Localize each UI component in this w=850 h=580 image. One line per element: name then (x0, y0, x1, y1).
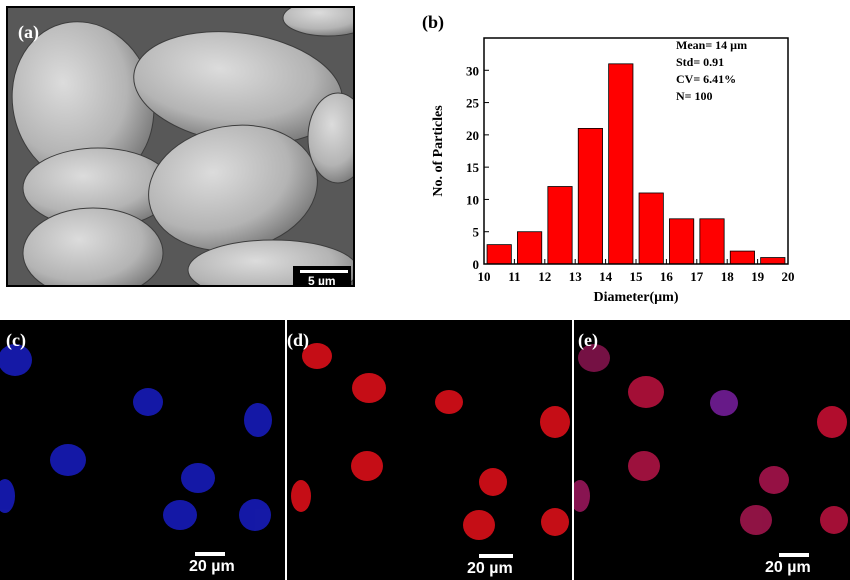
histogram-bar (638, 192, 664, 265)
scale-bar-label-e: 20 µm (765, 559, 811, 576)
annotation-std: Std= 0.91 (676, 55, 724, 69)
y-tick-label: 0 (473, 257, 480, 272)
x-tick-label: 19 (751, 269, 765, 284)
y-tick-label: 25 (466, 96, 480, 111)
panel-label-a: (a) (18, 22, 39, 42)
diameter-histogram: 10 11 12 13 14 15 16 17 18 19 20 0 5 10 15 20 25 30 Mean=… (431, 37, 795, 305)
x-tick-label: 11 (508, 269, 520, 284)
y-axis-label: No. of Particles (431, 105, 446, 197)
histogram-bar (577, 128, 603, 265)
x-tick-label: 17 (690, 269, 704, 284)
x-tick-label: 10 (478, 269, 491, 284)
annotation-n: N= 100 (676, 89, 713, 103)
panel-label-c: (c) (6, 330, 26, 350)
scale-bar-label-d: 20 µm (467, 560, 513, 577)
x-tick-label: 12 (538, 269, 551, 284)
fluorescence-image-e (574, 344, 848, 535)
scale-bar-label-a: 5 µm (308, 274, 336, 287)
plot-frame (483, 37, 789, 265)
histogram-bar (547, 186, 573, 265)
fluorescence-panel-c: (c) 20 µm (0, 320, 285, 580)
histogram-bar (760, 257, 786, 265)
histogram-bar (517, 231, 543, 265)
sem-image-panel: (a) 5 µm (6, 6, 355, 287)
panel-label-e: (e) (578, 330, 598, 350)
x-tick-label: 18 (721, 269, 735, 284)
x-tick-label: 14 (599, 269, 613, 284)
histogram-bar (699, 218, 725, 265)
scale-bar-label-c: 20 µm (189, 558, 235, 575)
histogram-bar (729, 250, 755, 265)
x-tick-label: 16 (660, 269, 674, 284)
panel-label-d: (d) (287, 330, 309, 350)
y-tick-label: 30 (466, 63, 479, 78)
fluorescence-panel-d: (d) 20 µm (287, 320, 572, 580)
fluorescence-image-d (291, 343, 570, 540)
histogram-bar (608, 63, 634, 265)
fluorescence-image-c (0, 344, 272, 531)
sem-micrograph (8, 8, 353, 285)
histogram-panel: (b) 10 11 12 13 14 15 16 17 18 19 20 0 5 10 15 20 25 30 M… (418, 8, 828, 308)
panel-label-b: (b) (422, 12, 444, 32)
x-tick-label: 15 (630, 269, 644, 284)
y-tick-label: 20 (466, 128, 479, 143)
annotation-cv: CV= 6.41% (676, 72, 736, 86)
y-tick-label: 5 (473, 225, 480, 240)
annotation-mean: Mean= 14 µm (676, 38, 747, 52)
x-axis-label: Diameter(µm) (593, 290, 678, 305)
fluorescence-panel-e: (e) 20 µm (574, 320, 850, 580)
y-tick-label: 10 (466, 192, 479, 207)
histogram-bar (669, 218, 695, 265)
x-tick-label: 20 (782, 269, 795, 284)
x-tick-label: 13 (569, 269, 583, 284)
histogram-bar (486, 244, 512, 265)
y-tick-label: 15 (466, 160, 480, 175)
